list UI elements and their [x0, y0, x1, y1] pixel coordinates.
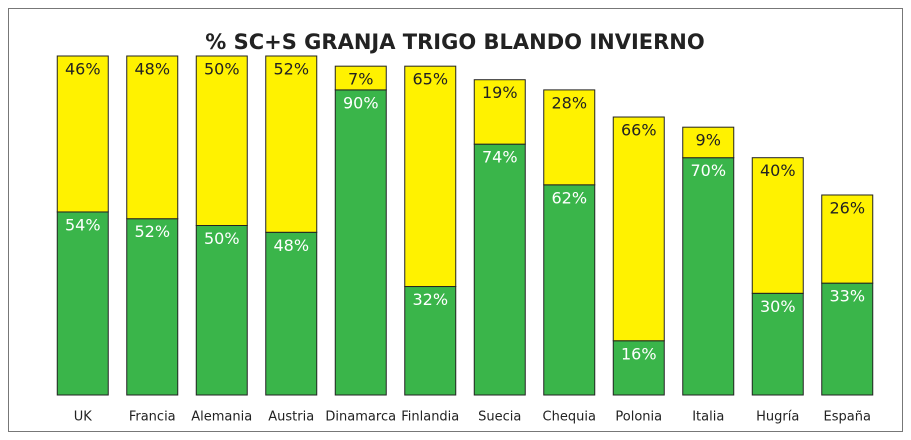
value-label: 32%: [412, 290, 448, 309]
x-tick-label: UK: [74, 410, 93, 425]
bar-segment: [195, 55, 248, 226]
value-label: 52%: [134, 222, 170, 241]
chart-title: % SC+S GRANJA TRIGO BLANDO INVIERNO: [205, 30, 704, 54]
x-tick-label: Suecia: [478, 410, 521, 425]
bar-segment: [682, 157, 735, 396]
bar-segment: [404, 286, 457, 396]
bar-segment: [126, 218, 179, 396]
value-label: 16%: [621, 344, 657, 363]
value-label: 50%: [204, 60, 240, 79]
value-label: 54%: [65, 215, 101, 234]
value-label: 9%: [696, 131, 721, 150]
bar-segment: [126, 55, 179, 220]
bar-segment: [265, 231, 318, 396]
value-label: 52%: [273, 60, 309, 79]
bar-segment: [751, 157, 804, 294]
x-tick-label: Hugría: [756, 410, 799, 425]
bar-segment: [821, 194, 874, 284]
value-label: 28%: [551, 93, 587, 112]
value-label: 70%: [690, 161, 726, 180]
value-label: 30%: [760, 297, 796, 316]
bar-segment: [195, 225, 248, 396]
bar-segment: [404, 65, 457, 288]
value-label: 33%: [829, 287, 865, 306]
bar-segment: [821, 282, 874, 396]
x-tick-label: Francia: [129, 410, 176, 425]
value-label: 48%: [134, 60, 170, 79]
bar-segment: [473, 143, 526, 396]
bar-segment: [543, 184, 596, 396]
bar-segment: [334, 65, 387, 91]
x-tick-label: Polonia: [615, 410, 662, 425]
x-tick-label: Austria: [268, 410, 314, 425]
value-label: 90%: [343, 93, 379, 112]
frame: [8, 8, 903, 432]
x-tick-label: Italia: [692, 410, 724, 425]
x-tick-label: Chequia: [543, 410, 596, 425]
x-tick-label: Dinamarca: [325, 410, 396, 425]
value-label: 66%: [621, 121, 657, 140]
bar-segment: [751, 292, 804, 396]
value-label: 62%: [551, 188, 587, 207]
value-label: 46%: [65, 60, 101, 79]
bar-segment: [56, 55, 109, 213]
bar-segment: [612, 116, 665, 342]
value-label: 26%: [829, 198, 865, 217]
value-label: 40%: [760, 161, 796, 180]
bar-segment: [612, 340, 665, 396]
value-label: 50%: [204, 229, 240, 248]
x-tick-label: Alemania: [191, 410, 252, 425]
bar-segment: [543, 89, 596, 186]
value-label: 74%: [482, 148, 518, 167]
bar-segment: [334, 89, 387, 396]
bar-segment: [682, 126, 735, 159]
bar-segment: [56, 211, 109, 396]
bar-segment: [265, 55, 318, 233]
value-label: 7%: [348, 70, 373, 89]
value-label: 65%: [412, 70, 448, 89]
bar-segment: [473, 79, 526, 145]
value-label: 48%: [273, 236, 309, 255]
x-tick-label: España: [824, 410, 871, 425]
x-tick-label: Finlandia: [401, 410, 459, 425]
value-label: 19%: [482, 83, 518, 102]
